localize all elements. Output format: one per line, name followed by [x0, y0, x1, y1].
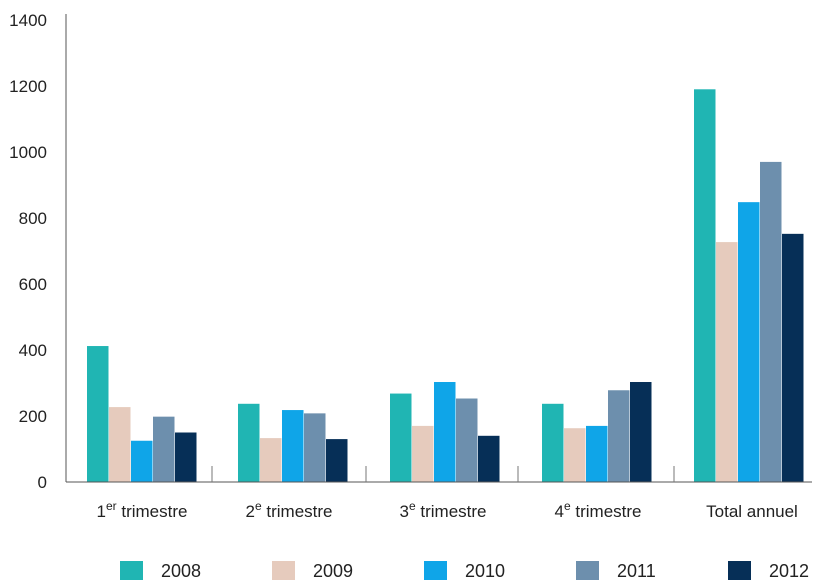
bar-2008-2 [390, 393, 412, 482]
bar-2010-4 [738, 202, 760, 482]
bar-2012-3 [630, 382, 652, 482]
legend: 2008 2009 2010 2011 2012 [120, 561, 809, 580]
y-tick-label: 1000 [9, 143, 47, 162]
legend-label-2010: 2010 [465, 561, 505, 580]
bar-2009-3 [564, 428, 586, 482]
y-tick-label: 1400 [9, 11, 47, 30]
x-axis: 1er trimestre 2e trimestre 3e trimestre 4e … [66, 466, 812, 521]
bar-2009-1 [260, 438, 282, 482]
bar-2010-0 [131, 440, 153, 482]
x-category-label: Total annuel [706, 502, 798, 521]
category-label-main: Total annuel [706, 502, 798, 521]
category-label-main: 4 [555, 502, 564, 521]
bar-2009-4 [716, 242, 738, 482]
bar-2011-0 [153, 416, 175, 482]
y-tick-label: 1200 [9, 77, 47, 96]
y-axis: 0 200 400 600 800 1000 1200 1400 [9, 11, 67, 492]
category-label-rest: trimestre [262, 502, 333, 521]
bar-2011-4 [760, 161, 782, 482]
legend-swatch-2010 [424, 561, 447, 580]
bar-2012-1 [326, 439, 348, 482]
bar-2012-4 [782, 233, 804, 482]
bar-2008-1 [238, 403, 260, 482]
x-category-label: 3e trimestre [400, 499, 487, 521]
category-label-rest: trimestre [416, 502, 487, 521]
category-label-superscript: e [409, 499, 416, 513]
bars [87, 89, 804, 483]
bar-2010-1 [282, 410, 304, 482]
bar-2011-3 [608, 390, 630, 482]
legend-label-2011: 2011 [617, 561, 656, 580]
category-label-rest: trimestre [117, 502, 188, 521]
legend-swatch-2011 [576, 561, 599, 580]
y-tick-label: 600 [19, 275, 47, 294]
bar-2009-2 [412, 425, 434, 482]
bar-2012-2 [478, 435, 500, 482]
category-label-superscript: e [564, 499, 571, 513]
legend-swatch-2009 [272, 561, 295, 580]
legend-label-2009: 2009 [313, 561, 353, 580]
category-label-rest: trimestre [571, 502, 642, 521]
category-label-main: 3 [400, 502, 409, 521]
y-tick-label: 0 [38, 473, 47, 492]
category-label-superscript: e [255, 499, 262, 513]
bar-2011-2 [456, 398, 478, 482]
legend-swatch-2008 [120, 561, 143, 580]
category-label-superscript: er [106, 499, 117, 513]
legend-swatch-2012 [728, 561, 751, 580]
legend-label-2012: 2012 [769, 561, 809, 580]
bar-2010-3 [586, 425, 608, 482]
category-label-main: 2 [246, 502, 255, 521]
y-tick-label: 400 [19, 341, 47, 360]
bar-2011-1 [304, 413, 326, 482]
legend-label-2008: 2008 [161, 561, 201, 580]
x-category-label: 4e trimestre [555, 499, 642, 521]
bar-2009-0 [109, 407, 131, 482]
bar-2008-0 [87, 346, 109, 482]
y-tick-label: 800 [19, 209, 47, 228]
category-label-main: 1 [97, 502, 106, 521]
x-category-label: 2e trimestre [246, 499, 333, 521]
bar-2008-3 [542, 403, 564, 482]
x-category-label: 1er trimestre [97, 499, 188, 521]
y-tick-label: 200 [19, 407, 47, 426]
bar-2012-0 [175, 432, 197, 482]
bar-2008-4 [694, 89, 716, 483]
bar-2010-2 [434, 382, 456, 482]
